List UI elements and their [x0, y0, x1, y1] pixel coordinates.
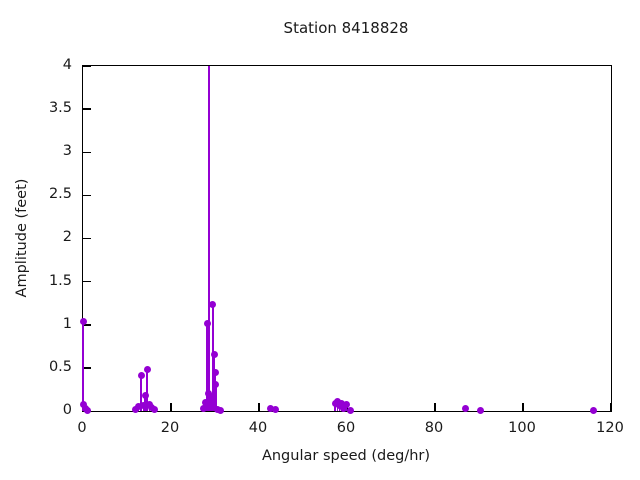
y-tick-mark: [83, 65, 91, 67]
data-point-stem: [210, 399, 213, 411]
plot-frame: [79, 65, 612, 414]
data-point: [589, 406, 597, 414]
plot-area: [79, 65, 612, 414]
y-tick-label: 2: [62, 229, 72, 245]
data-point: [203, 320, 211, 328]
data-point: [143, 366, 151, 374]
y-tick-mark: [83, 324, 91, 326]
data-point: [151, 405, 159, 413]
data-point: [134, 403, 142, 411]
x-tick-mark: [170, 403, 172, 411]
data-point: [207, 396, 215, 404]
data-point: [266, 404, 274, 412]
data-point-stem: [214, 372, 216, 411]
x-tick-mark: [522, 403, 524, 411]
x-tick-label: 80: [424, 420, 444, 436]
x-tick-label: 100: [508, 420, 536, 436]
y-axis-title: Amplitude (feet): [14, 178, 30, 298]
data-point: [209, 300, 217, 308]
data-point: [137, 372, 145, 380]
data-point-stem: [146, 369, 148, 411]
x-tick-mark: [434, 403, 436, 411]
y-tick-label: 4: [62, 57, 72, 73]
data-point-stem: [208, 66, 210, 411]
data-point-stem: [144, 395, 146, 411]
data-point-stem: [82, 321, 84, 411]
y-tick-mark: [83, 108, 91, 110]
data-point: [271, 405, 279, 413]
data-point: [346, 406, 354, 414]
y-tick-label: 0: [62, 402, 72, 418]
y-tick-mark: [83, 151, 91, 153]
x-axis-title: Angular speed (deg/hr): [261, 448, 431, 464]
x-tick-mark: [610, 403, 612, 411]
data-point-stem: [140, 375, 142, 411]
y-tick-label: 1: [62, 316, 72, 332]
y-tick-label: 3: [62, 143, 72, 159]
y-tick-label: 2.5: [48, 186, 72, 202]
x-tick-label: 60: [336, 420, 356, 436]
y-tick-mark: [83, 367, 91, 369]
data-point-stem: [334, 403, 336, 411]
data-point: [210, 350, 218, 358]
data-point: [340, 404, 348, 412]
data-point: [476, 406, 484, 414]
y-tick-mark: [83, 280, 91, 283]
data-point: [462, 404, 470, 412]
y-tick-mark: [83, 194, 91, 197]
chart-title: Station 8418828: [283, 19, 409, 37]
data-point: [199, 404, 207, 412]
data-point-stem: [215, 384, 217, 411]
y-tick-label: 3.5: [48, 100, 72, 116]
x-tick-label: 20: [160, 420, 180, 436]
data-point: [216, 406, 224, 414]
data-point: [333, 398, 341, 406]
x-tick-label: 0: [77, 420, 87, 436]
data-point: [83, 406, 91, 414]
data-point: [212, 380, 220, 388]
y-tick-label: 0.5: [48, 359, 72, 375]
y-tick-mark: [83, 237, 91, 240]
x-tick-label: 40: [248, 420, 268, 436]
data-point-stem: [205, 402, 207, 411]
data-point: [141, 391, 149, 399]
data-point: [211, 368, 219, 376]
y-tick-label: 1.5: [48, 273, 72, 289]
data-point: [139, 402, 147, 410]
data-point: [338, 399, 346, 407]
data-point-stem: [209, 396, 211, 411]
x-tick-mark: [258, 403, 260, 411]
x-tick-label: 120: [596, 420, 624, 436]
data-point: [343, 401, 351, 409]
data-point: [202, 398, 210, 406]
data-point-stem: [206, 323, 208, 411]
data-point: [79, 317, 87, 325]
